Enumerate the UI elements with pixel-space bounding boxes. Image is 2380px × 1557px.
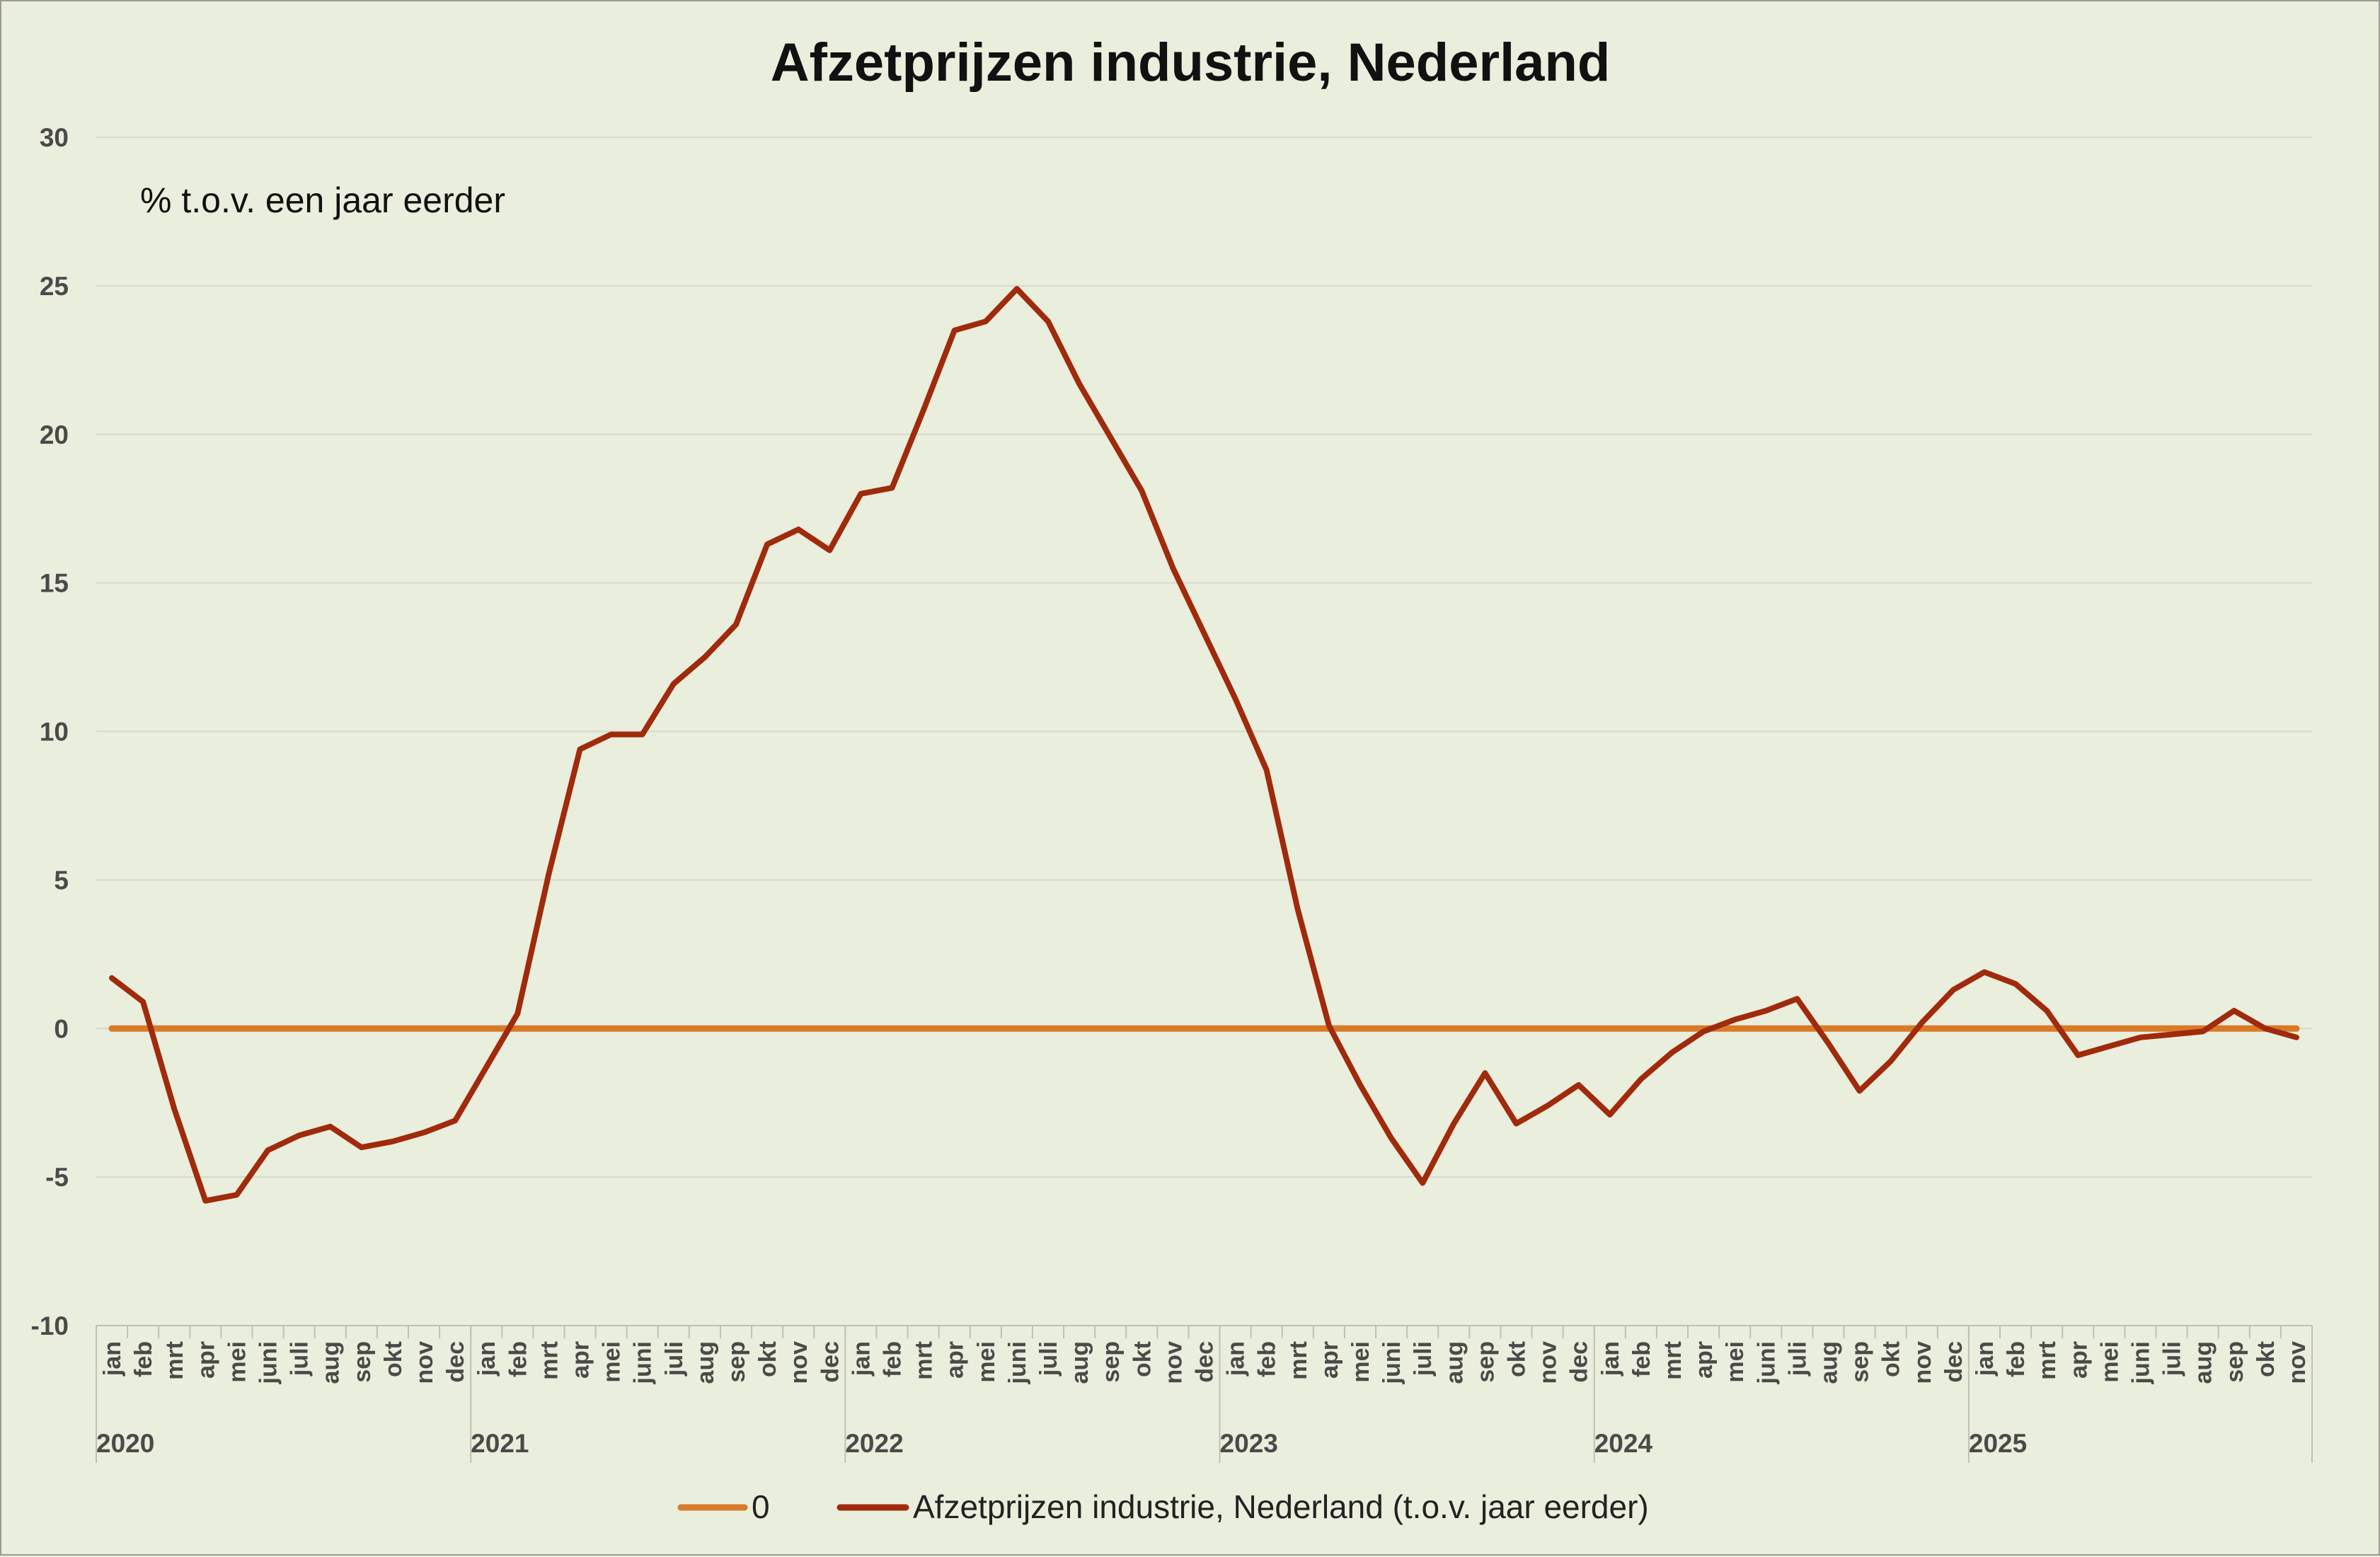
x-tick-label: aug xyxy=(692,1341,719,1384)
x-tick-label: juni xyxy=(255,1341,282,1384)
x-tick-label: nov xyxy=(2284,1341,2311,1384)
year-label: 2024 xyxy=(1594,1429,1653,1458)
x-tick-label: apr xyxy=(568,1341,594,1379)
x-tick-label: feb xyxy=(2003,1341,2030,1377)
x-tick-label: okt xyxy=(380,1341,407,1377)
x-tick-label: mrt xyxy=(1660,1341,1686,1380)
year-label: 2025 xyxy=(1969,1429,2027,1458)
gridlines xyxy=(96,137,2312,1178)
y-axis-ticks: -10 -5 0 5 10 15 20 25 30 xyxy=(31,123,69,1340)
x-tick-label: aug xyxy=(1815,1341,1842,1384)
x-tick-label: mei xyxy=(1347,1341,1374,1383)
x-tick-label: apr xyxy=(2065,1341,2092,1379)
y-tick-label: 20 xyxy=(40,420,69,449)
x-tick-label: juni xyxy=(1753,1341,1780,1384)
x-axis: jan feb mrt apr mei juni juli aug sep okt nov dec ja… xyxy=(96,1325,2313,1463)
x-tick-label: mrt xyxy=(2034,1341,2061,1380)
x-tick-label: feb xyxy=(1254,1341,1281,1377)
x-tick-label: nov xyxy=(1535,1341,1562,1384)
x-tick-label: mei xyxy=(224,1341,251,1383)
producer-price-line xyxy=(109,286,2299,1204)
y-tick-label: 10 xyxy=(40,718,69,747)
x-tick-label: okt xyxy=(754,1341,781,1377)
year-label: 2023 xyxy=(1220,1429,1278,1458)
x-tick-label: juni xyxy=(1379,1341,1405,1384)
year-label: 2020 xyxy=(96,1429,154,1458)
x-tick-label: nov xyxy=(786,1341,812,1384)
x-tick-label: apr xyxy=(1316,1341,1343,1379)
x-tick-label: mrt xyxy=(911,1341,938,1380)
x-tick-label: dec xyxy=(442,1341,469,1383)
legend-label: Afzetprijzen industrie, Nederland (t.o.v… xyxy=(913,1488,1649,1525)
x-tick-label: juli xyxy=(1410,1341,1437,1377)
x-tick-label: apr xyxy=(192,1341,219,1379)
legend: 0 Afzetprijzen industrie, Nederland (t.o.… xyxy=(677,1488,1649,1525)
y-tick-label: 30 xyxy=(40,123,69,152)
x-tick-label: sep xyxy=(1847,1341,1874,1383)
x-tick-label: apr xyxy=(942,1341,969,1379)
chart-title: Afzetprijzen industrie, Nederland xyxy=(771,33,1611,93)
x-tick-label: mei xyxy=(2096,1341,2123,1383)
x-tick-label: juni xyxy=(2127,1341,2154,1384)
x-tick-label: okt xyxy=(1129,1341,1156,1377)
x-tick-label: nov xyxy=(1160,1341,1187,1384)
x-tick-label: sep xyxy=(349,1341,376,1383)
x-tick-label: mrt xyxy=(536,1341,563,1380)
x-tick-label: jan xyxy=(1597,1341,1624,1377)
x-tick-label: mrt xyxy=(1285,1341,1312,1380)
x-tick-label: nov xyxy=(411,1341,438,1384)
x-tick-label: okt xyxy=(1503,1341,1530,1377)
x-tick-label: juli xyxy=(2159,1341,2186,1377)
x-tick-label: jan xyxy=(1223,1341,1250,1377)
year-label: 2021 xyxy=(471,1429,529,1458)
year-label: 2022 xyxy=(845,1429,903,1458)
y-tick-label: 0 xyxy=(54,1014,69,1043)
x-tick-label: aug xyxy=(318,1341,345,1384)
y-tick-label: 15 xyxy=(40,569,69,598)
x-tick-label: mrt xyxy=(161,1341,188,1380)
x-tick-label: feb xyxy=(880,1341,907,1377)
x-tick-label: juli xyxy=(1784,1341,1811,1377)
x-tick-label: dec xyxy=(1192,1341,1219,1383)
x-tick-label: dec xyxy=(1941,1341,1967,1383)
x-tick-label: okt xyxy=(1878,1341,1905,1377)
x-tick-label: dec xyxy=(1566,1341,1593,1383)
x-tick-label: nov xyxy=(1909,1341,1936,1384)
y-tick-label: 5 xyxy=(54,866,69,895)
chart-subtitle: % t.o.v. een jaar eerder xyxy=(140,180,505,220)
x-tick-label: okt xyxy=(2253,1341,2280,1377)
x-tick-label: mei xyxy=(599,1341,626,1383)
x-tick-label: jan xyxy=(99,1341,126,1377)
series-lines xyxy=(108,286,2300,1204)
x-tick-label: juni xyxy=(1004,1341,1031,1384)
x-tick-label: mei xyxy=(973,1341,1000,1383)
x-tick-label: juli xyxy=(287,1341,314,1377)
y-tick-label: -5 xyxy=(45,1163,69,1192)
x-tick-label: juli xyxy=(1035,1341,1062,1377)
x-tick-label: jan xyxy=(848,1341,875,1377)
x-tick-label: sep xyxy=(1098,1341,1125,1383)
x-tick-label: aug xyxy=(1441,1341,1468,1384)
x-tick-label: dec xyxy=(817,1341,844,1383)
x-tick-label: mei xyxy=(1722,1341,1749,1383)
x-tick-label: juni xyxy=(630,1341,657,1384)
x-tick-label: aug xyxy=(2190,1341,2217,1384)
x-tick-label: feb xyxy=(1628,1341,1655,1377)
x-tick-label: jan xyxy=(1972,1341,1999,1377)
x-tick-label: feb xyxy=(505,1341,531,1377)
x-tick-label: aug xyxy=(1067,1341,1093,1384)
x-tick-label: sep xyxy=(1472,1341,1499,1383)
y-tick-label: -10 xyxy=(31,1311,69,1340)
x-tick-label: sep xyxy=(2221,1341,2248,1383)
x-tick-label: jan xyxy=(473,1341,500,1377)
x-tick-label: sep xyxy=(723,1341,750,1383)
y-tick-label: 25 xyxy=(40,272,69,301)
x-tick-label: apr xyxy=(1691,1341,1718,1379)
x-tick-label: juli xyxy=(661,1341,688,1377)
legend-label: 0 xyxy=(752,1488,770,1525)
x-tick-label: feb xyxy=(130,1341,157,1377)
